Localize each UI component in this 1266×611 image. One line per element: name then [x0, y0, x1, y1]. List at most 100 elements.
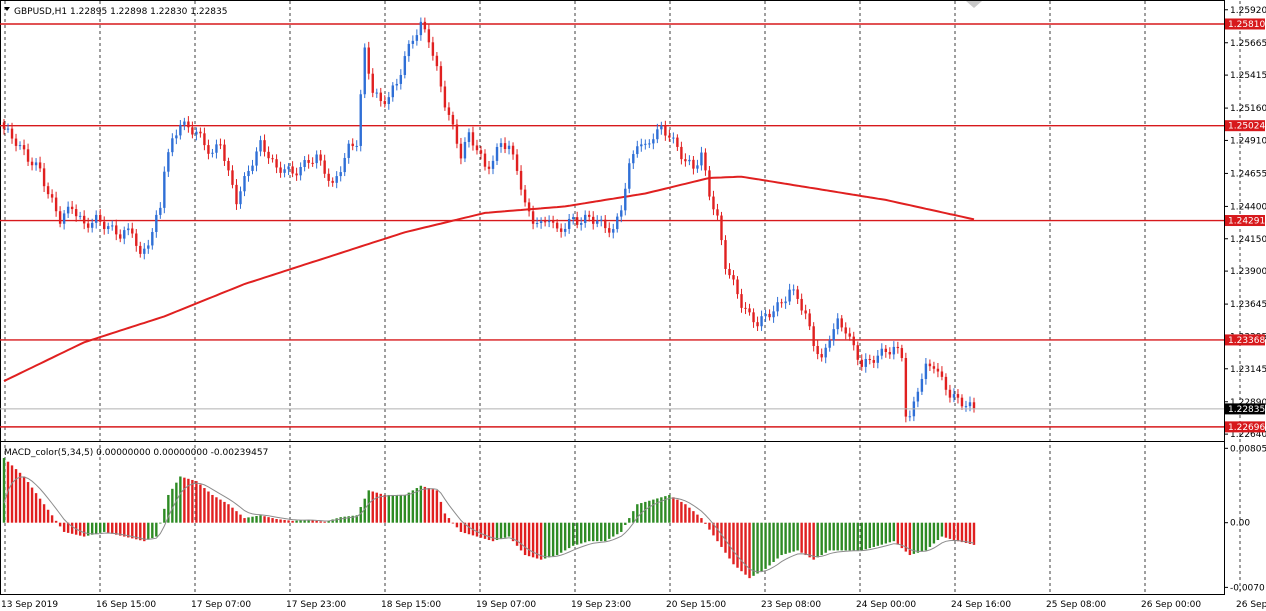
- macd-bar: [511, 522, 515, 542]
- macd-bar: [427, 488, 431, 523]
- candle-body: [964, 406, 968, 408]
- candle-body: [427, 29, 431, 43]
- time-label: 25 Sep 08:00: [1046, 600, 1106, 610]
- macd-bar: [119, 522, 122, 536]
- macd-bar: [98, 522, 102, 533]
- macd-bar: [487, 522, 491, 541]
- time-label: 19 Sep 23:00: [571, 600, 631, 610]
- macd-bar: [267, 517, 270, 523]
- macd-bar: [676, 499, 679, 523]
- candle-body: [447, 107, 451, 115]
- macd-bar: [243, 518, 246, 523]
- macd-bar: [323, 521, 326, 523]
- macd-bar: [708, 522, 711, 530]
- macd-bar: [732, 522, 735, 565]
- macd-bar: [50, 515, 54, 523]
- macd-bar: [359, 506, 362, 523]
- macd-bar: [159, 522, 162, 524]
- candle-body: [283, 169, 286, 173]
- macd-bar: [860, 522, 863, 551]
- macd-bar: [399, 494, 403, 523]
- level-badge: [1225, 18, 1265, 30]
- macd-bar: [263, 516, 266, 523]
- candle-body: [752, 312, 755, 323]
- level-badge: [1225, 215, 1265, 227]
- macd-bar: [303, 520, 306, 523]
- macd-bar: [940, 522, 944, 537]
- macd-bar: [736, 522, 739, 568]
- time-label: 20 Sep 15:00: [666, 600, 726, 610]
- candle-body: [936, 368, 940, 372]
- candle-body: [367, 47, 370, 74]
- candle-body: [239, 191, 242, 205]
- candle-body: [916, 391, 920, 402]
- macd-bar: [555, 522, 559, 556]
- candle-body: [776, 302, 779, 312]
- macd-bar: [579, 522, 583, 544]
- macd-bar: [407, 492, 411, 523]
- level-label: 1.24291: [1228, 217, 1265, 227]
- time-label: 23 Sep 08:00: [761, 600, 821, 610]
- macd-bar: [22, 476, 26, 523]
- candle-body: [455, 124, 459, 144]
- candle-body: [231, 170, 234, 185]
- candle-body: [131, 228, 134, 234]
- candle-body: [772, 311, 775, 318]
- candle-body: [291, 166, 294, 174]
- candle-body: [183, 121, 186, 125]
- ma-line: [3, 175, 975, 382]
- candle-body: [820, 354, 823, 358]
- macd-bar: [171, 488, 174, 523]
- macd-bar: [423, 486, 427, 523]
- candle-body: [664, 125, 667, 136]
- candle-body: [199, 131, 202, 134]
- candle-body: [259, 140, 262, 152]
- candle-body: [251, 165, 254, 171]
- price-tick-label: 1.25160: [1230, 104, 1266, 114]
- macd-signal-line: [3, 476, 975, 573]
- macd-bar: [275, 519, 278, 523]
- macd-bar: [816, 522, 819, 558]
- macd-bar: [788, 522, 791, 553]
- macd-bar: [70, 522, 74, 534]
- candle-body: [351, 143, 354, 147]
- macd-bar: [700, 518, 703, 523]
- macd-bar: [215, 497, 218, 523]
- candle-body: [219, 144, 222, 146]
- candle-body: [579, 223, 583, 225]
- macd-histogram: [2, 458, 976, 579]
- candle-body: [704, 152, 707, 171]
- candle-body: [295, 173, 298, 176]
- candle-body: [235, 184, 238, 205]
- candle-body: [736, 279, 739, 295]
- candle-body: [944, 376, 948, 390]
- macd-bar: [920, 522, 924, 552]
- symbol-dropdown-icon[interactable]: [4, 7, 10, 11]
- candle-body: [900, 348, 904, 359]
- candle-body: [744, 307, 747, 309]
- macd-bar: [968, 522, 972, 544]
- price-tick-label: 1.23145: [1230, 365, 1266, 375]
- price-tick-label: 1.24655: [1230, 169, 1266, 179]
- macd-bar: [507, 522, 511, 537]
- candle-body: [46, 186, 50, 195]
- candle-body: [864, 358, 867, 367]
- candle-body: [459, 143, 463, 159]
- candle-body: [952, 394, 956, 398]
- candle-body: [355, 145, 358, 147]
- candle-body: [50, 194, 54, 198]
- macd-bar: [211, 494, 214, 523]
- macd-bar: [704, 522, 707, 524]
- chart-shift-marker-icon[interactable]: [966, 1, 982, 8]
- macd-bar: [656, 498, 659, 523]
- time-label: 17 Sep 23:00: [286, 600, 346, 610]
- macd-bar: [227, 504, 230, 523]
- candle-body: [115, 225, 118, 235]
- candle-body: [327, 173, 330, 181]
- candle-body: [38, 162, 42, 169]
- candle-body: [315, 154, 318, 164]
- time-label: 17 Sep 07:00: [191, 600, 251, 610]
- candle-body: [167, 152, 170, 172]
- macd-bar: [824, 522, 827, 553]
- candle-body: [792, 289, 795, 291]
